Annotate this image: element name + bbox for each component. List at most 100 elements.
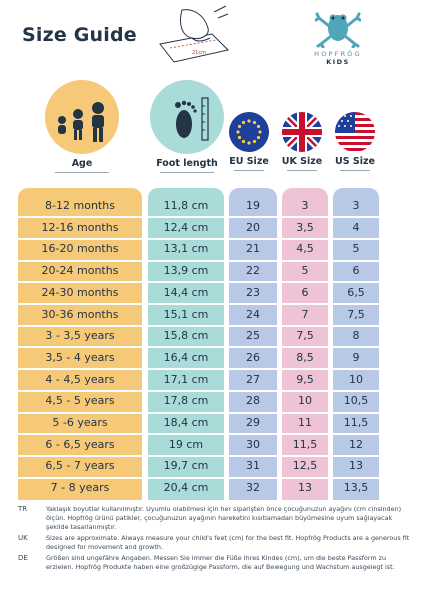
row-divider xyxy=(148,411,224,414)
row-divider xyxy=(18,476,142,479)
cell-age: 20-24 months xyxy=(41,264,119,278)
cell-age: 24-30 months xyxy=(41,285,119,299)
cell-uk: 5 xyxy=(301,264,309,278)
row-divider xyxy=(282,389,328,392)
row-divider xyxy=(229,368,277,371)
cell-us: 6,5 xyxy=(347,285,365,299)
foot-measure-illustration: 21cm xyxy=(159,5,229,63)
row-divider xyxy=(282,216,328,219)
row-divider xyxy=(333,346,379,349)
cell-uk: 3,5 xyxy=(296,220,314,234)
row-divider xyxy=(148,237,224,240)
row-divider xyxy=(229,476,277,479)
cell-eu: 28 xyxy=(246,394,260,408)
row-divider xyxy=(282,368,328,371)
cell-us: 13 xyxy=(349,459,363,473)
age-heading: Age xyxy=(71,158,93,169)
cell-foot: 18,4 cm xyxy=(163,416,209,429)
row-divider xyxy=(229,216,277,219)
cell-eu: 23 xyxy=(246,285,260,299)
row-divider xyxy=(18,303,142,305)
row-divider xyxy=(282,237,328,240)
foot-heading: Foot length xyxy=(156,158,218,169)
cell-uk: 6 xyxy=(301,285,309,299)
cell-uk: 9,5 xyxy=(296,372,314,386)
row-divider xyxy=(148,216,224,219)
row-divider xyxy=(229,281,277,284)
cell-uk: 7 xyxy=(301,307,309,321)
note-de: DE Größen sind ungefähre Angaben. Messen… xyxy=(18,554,410,572)
size-table: 8-12 months 12-16 months 16-20 months 20-24… xyxy=(0,188,424,500)
row-divider xyxy=(282,324,328,327)
row-divider xyxy=(18,454,142,457)
cell-us: 11,5 xyxy=(343,416,369,429)
row-divider xyxy=(18,281,142,284)
divider xyxy=(340,170,370,171)
row-divider xyxy=(148,454,224,457)
header-uk: UK Size xyxy=(277,80,327,171)
row-divider xyxy=(148,346,224,349)
row-divider xyxy=(333,368,379,371)
cell-uk: 11,5 xyxy=(292,437,318,451)
cell-us: 3 xyxy=(352,199,360,212)
cell-age: 3,5 - 4 years xyxy=(45,350,115,364)
note-text: Sizes are approximate. Always measure yo… xyxy=(46,534,410,551)
cell-age: 16-20 months xyxy=(41,242,119,256)
column-age: 8-12 months 12-16 months 16-20 months 20-24… xyxy=(18,188,142,500)
cell-uk: 10 xyxy=(298,394,312,408)
divider xyxy=(287,170,317,171)
cell-eu: 29 xyxy=(246,416,260,429)
cell-age: 12-16 months xyxy=(41,220,119,234)
note-tr: TR Yaklaşık boyutlar kullanılmıştır. Uyu… xyxy=(18,505,410,532)
cell-uk: 8,5 xyxy=(296,350,314,364)
page-title: Size Guide xyxy=(22,24,137,46)
cell-uk: 13 xyxy=(298,481,312,495)
cell-eu: 26 xyxy=(246,350,260,364)
cell-foot: 19,7 cm xyxy=(163,459,209,473)
cell-foot: 12,4 cm xyxy=(163,220,209,234)
row-divider xyxy=(333,237,379,240)
us-flag-icon xyxy=(335,112,375,152)
note-code: TR xyxy=(18,505,28,513)
cell-eu: 19 xyxy=(246,199,260,212)
row-divider xyxy=(282,454,328,457)
row-divider xyxy=(18,216,142,219)
cell-eu: 22 xyxy=(246,264,260,278)
cell-us: 5 xyxy=(352,242,360,256)
row-divider xyxy=(148,476,224,479)
cell-us: 10 xyxy=(349,372,363,386)
row-divider xyxy=(18,237,142,240)
header-age: Age xyxy=(37,80,127,173)
cell-foot: 15,8 cm xyxy=(163,329,209,343)
cell-age: 8-12 months xyxy=(45,199,115,212)
row-divider xyxy=(282,259,328,262)
row-divider xyxy=(333,389,379,392)
divider xyxy=(160,172,214,173)
note-text: Yaklaşık boyutlar kullanılmıştır. Uyumlu… xyxy=(46,505,402,531)
brand-name: HOPFRÖG xyxy=(314,50,362,58)
row-divider xyxy=(333,281,379,284)
cell-age: 30-36 months xyxy=(41,307,119,321)
cell-uk: 7,5 xyxy=(296,329,314,343)
row-divider xyxy=(333,454,379,457)
row-divider xyxy=(148,324,224,327)
cell-age: 3 - 3,5 years xyxy=(45,329,115,343)
measure-label: 21cm xyxy=(192,50,206,56)
row-divider xyxy=(148,303,224,305)
cell-us: 7,5 xyxy=(347,307,365,321)
cell-us: 8 xyxy=(352,329,360,343)
header-foot: Foot length xyxy=(142,80,232,173)
cell-eu: 31 xyxy=(246,459,260,473)
row-divider xyxy=(282,346,328,349)
footnotes: TR Yaklaşık boyutlar kullanılmıştır. Uyu… xyxy=(18,505,410,574)
uk-heading: UK Size xyxy=(281,156,323,167)
row-divider xyxy=(282,303,328,305)
row-divider xyxy=(18,324,142,327)
row-divider xyxy=(333,411,379,414)
eu-heading: EU Size xyxy=(229,156,269,167)
cell-us: 9 xyxy=(352,350,360,364)
row-divider xyxy=(333,433,379,436)
cell-eu: 20 xyxy=(246,220,260,234)
row-divider xyxy=(229,259,277,262)
note-code: DE xyxy=(18,554,28,562)
